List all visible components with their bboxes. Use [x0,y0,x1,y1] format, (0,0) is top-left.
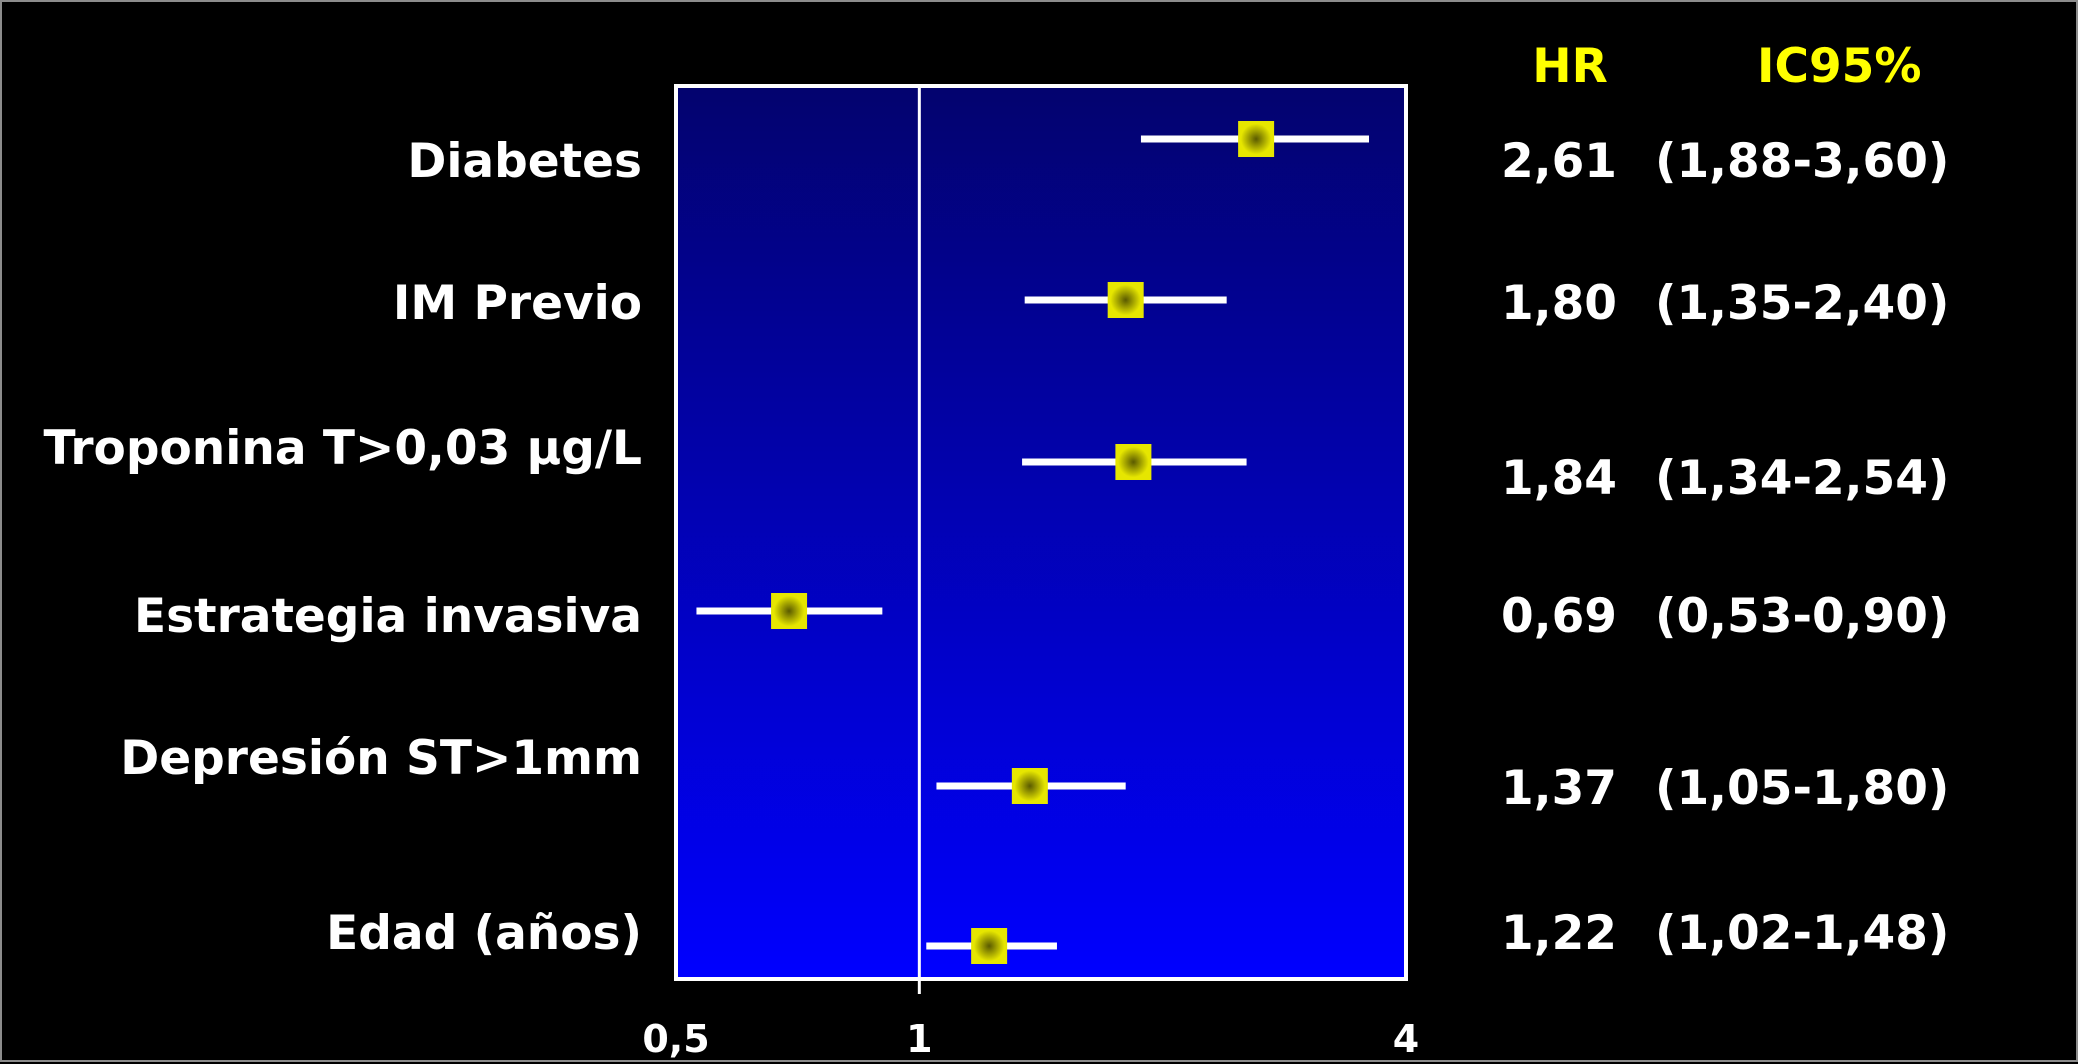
forest-row: Estrategia invasiva 0,69 (0,53-0,90) [134,589,1949,644]
hr-value: 1,84 [1501,451,1617,506]
row-label: Diabetes [407,134,642,189]
ci-column-header: IC95% [1757,39,1921,94]
hazard-ratio-marker [971,928,1008,964]
forest-row: Depresión ST>1mm 1,37 (1,05-1,80) [120,731,1949,816]
row-label: Depresión ST>1mm [120,731,642,786]
hazard-ratio-marker [1107,282,1144,318]
hazard-ratio-marker [1238,121,1275,157]
hr-value: 0,69 [1501,589,1617,644]
forest-row: Troponina T>0,03 µg/L 1,84 (1,34-2,54) [43,421,1949,506]
plot-panel [674,84,1408,981]
x-tick-label: 0,5 [642,1017,709,1061]
row-label: IM Previo [393,276,642,331]
forest-row: Edad (años) 1,22 (1,02-1,48) [326,906,1949,964]
ci-value: (1,05-1,80) [1655,761,1949,816]
forest-row: IM Previo 1,80 (1,35-2,40) [393,276,1950,331]
ci-value: (1,02-1,48) [1655,906,1949,961]
hr-value: 1,80 [1501,276,1617,331]
forest-row: Diabetes 2,61 (1,88-3,60) [407,121,1949,189]
row-label: Troponina T>0,03 µg/L [43,421,642,476]
ci-value: (0,53-0,90) [1655,589,1949,644]
hr-value: 2,61 [1501,134,1617,189]
x-tick-label: 4 [1393,1017,1419,1061]
hr-column-header: HR [1532,39,1608,94]
hr-value: 1,37 [1501,761,1617,816]
row-label: Edad (años) [326,906,642,961]
x-tick-label: 1 [906,1017,932,1061]
row-label: Estrategia invasiva [134,589,642,644]
hr-value: 1,22 [1501,906,1617,961]
ci-value: (1,34-2,54) [1655,451,1949,506]
hazard-ratio-marker [1115,444,1152,480]
ci-value: (1,35-2,40) [1655,276,1949,331]
ci-value: (1,88-3,60) [1655,134,1949,189]
hazard-ratio-marker [771,593,808,629]
hazard-ratio-marker [1011,768,1048,804]
